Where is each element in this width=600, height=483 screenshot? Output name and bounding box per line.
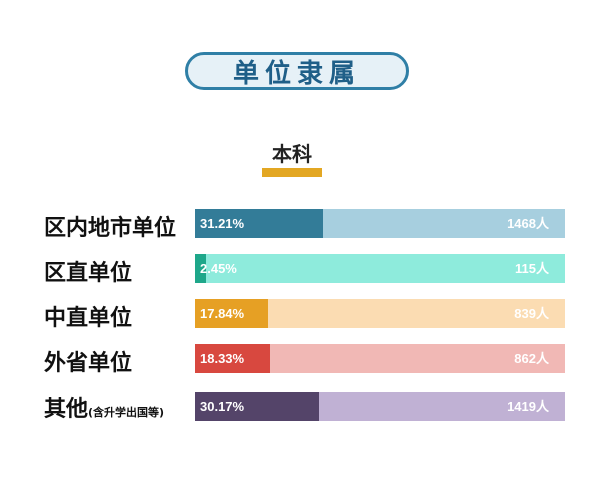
bar-fill (195, 254, 206, 283)
bar-fill (195, 392, 320, 421)
title-pill: 单位隶属 (185, 52, 409, 90)
count-label: 115人 (515, 261, 549, 276)
bar-fill (195, 209, 324, 238)
category-name: 区内地市单位 (44, 216, 177, 241)
chart-subtitle: 本科 (272, 142, 312, 166)
category-name: 区直单位 (44, 261, 133, 286)
count-label: 862人 (514, 351, 549, 366)
percent-label: 18.33% (200, 351, 245, 366)
category-label: 区内地市单位 (44, 210, 176, 242)
percent-label: 2.45% (200, 261, 237, 276)
bar-track: 30.17% 1419人 (195, 392, 565, 421)
category-label: 中直单位 (44, 300, 132, 332)
bar-track: 18.33% 862人 (195, 344, 565, 373)
count-label: 1419人 (507, 399, 549, 414)
bar-fill (195, 299, 269, 328)
percent-label: 17.84% (200, 306, 245, 321)
category-label: 其他(含升学出国等) (44, 391, 164, 423)
category-name: 其他 (44, 397, 89, 422)
category-name: 外省单位 (44, 351, 133, 376)
category-name: 中直单位 (44, 306, 133, 331)
percent-label: 30.17% (200, 399, 245, 414)
percent-label: 31.21% (200, 216, 245, 231)
category-label: 区直单位 (44, 255, 132, 287)
category-note: (含升学出国等) (88, 406, 165, 419)
bar-track: 17.84% 839人 (195, 299, 565, 328)
bar-track: 2.45% 115人 (195, 254, 565, 283)
count-label: 839人 (514, 306, 549, 321)
bar-track: 31.21% 1468人 (195, 209, 565, 238)
count-label: 1468人 (507, 216, 549, 231)
chart-title: 单位隶属 (232, 58, 361, 89)
bar-fill (195, 344, 271, 373)
category-label: 外省单位 (44, 345, 132, 377)
subtitle-underline (262, 168, 322, 177)
